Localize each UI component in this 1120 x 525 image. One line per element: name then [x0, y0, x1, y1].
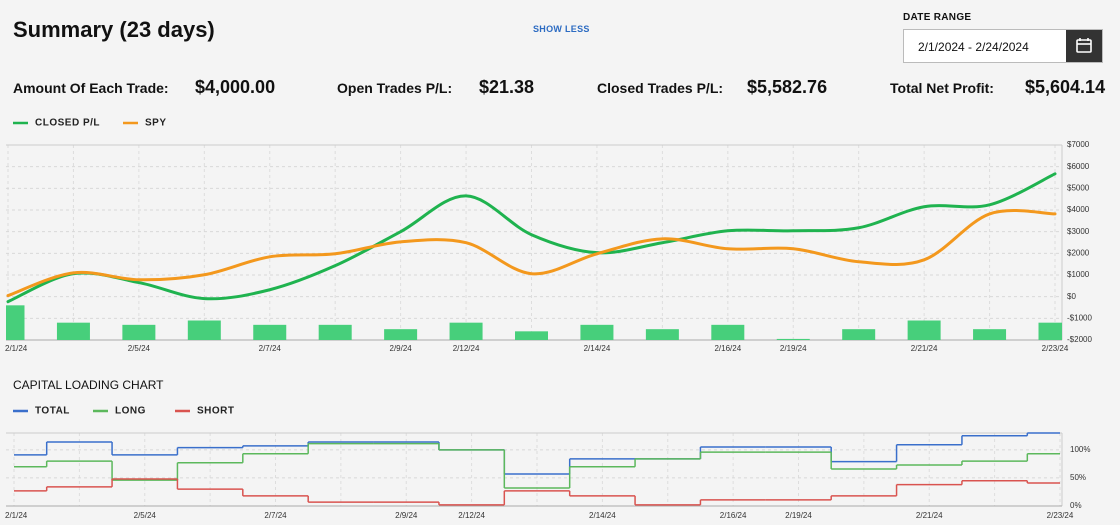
date-range-label: DATE RANGE [903, 12, 972, 23]
bar [842, 329, 876, 340]
stat-value: $4,000.00 [195, 77, 276, 97]
bar [907, 320, 941, 340]
y-tick-label: 0% [1070, 501, 1082, 510]
y-tick-label: 50% [1070, 473, 1086, 482]
x-tick-label: 2/7/24 [264, 511, 287, 520]
stat-value: $21.38 [479, 77, 535, 97]
bar [56, 322, 90, 340]
x-tick-label: 2/14/24 [584, 344, 611, 353]
x-tick-label: 2/1/24 [5, 511, 28, 520]
calendar-icon [1076, 38, 1092, 53]
x-tick-label: 2/5/24 [128, 344, 151, 353]
legend-label: LONG [115, 406, 146, 417]
legend-label: SHORT [197, 406, 235, 417]
bar [711, 324, 745, 340]
y-tick-label: $2000 [1067, 248, 1090, 257]
stat-value: $5,604.14 [1025, 77, 1106, 97]
stat-label: Total Net Profit: [890, 80, 994, 96]
step-riser [45, 443, 1029, 489]
legend-label: SPY [145, 118, 167, 129]
bar [253, 324, 287, 340]
y-tick-label: $7000 [1067, 140, 1090, 149]
stat-label: Amount Of Each Trade: [13, 80, 169, 96]
x-tick-label: 2/19/24 [785, 511, 812, 520]
x-tick-label: 2/16/24 [720, 511, 747, 520]
bar [449, 322, 483, 340]
y-tick-label: $1000 [1067, 270, 1090, 279]
line [6, 208, 1057, 298]
y-tick-label: $5000 [1067, 183, 1090, 192]
calendar-button[interactable] [1066, 30, 1102, 62]
x-tick-label: 2/21/24 [911, 344, 938, 353]
legend-label: TOTAL [35, 406, 70, 417]
date-range-value: 2/1/2024 - 2/24/2024 [918, 40, 1029, 54]
y-tick-label: $0 [1067, 292, 1076, 301]
y-tick-label: -$1000 [1067, 313, 1092, 322]
x-tick-label: 2/21/24 [916, 511, 943, 520]
x-tick-label: 2/9/24 [390, 344, 413, 353]
x-tick-label: 2/14/24 [589, 511, 616, 520]
stat-label: Open Trades P/L: [337, 80, 453, 96]
bar [1038, 322, 1062, 340]
bar [645, 329, 679, 340]
bar [973, 329, 1007, 340]
show-less-link[interactable]: SHOW LESS [533, 24, 590, 34]
bar [580, 324, 614, 340]
bar [384, 329, 418, 340]
bar [187, 320, 221, 340]
y-tick-label: $4000 [1067, 205, 1090, 214]
x-tick-label: 2/23/24 [1047, 511, 1074, 520]
stat-label: Closed Trades P/L: [597, 80, 724, 96]
bar [122, 324, 156, 340]
page-title: Summary (23 days) [13, 17, 215, 42]
y-tick-label: 100% [1070, 445, 1090, 454]
stat-value: $5,582.76 [747, 77, 828, 97]
x-tick-label: 2/12/24 [453, 344, 480, 353]
chart-title: CAPITAL LOADING CHART [13, 378, 164, 392]
x-tick-label: 2/7/24 [259, 344, 282, 353]
x-tick-label: 2/9/24 [395, 511, 418, 520]
bar [318, 324, 352, 340]
bar [776, 338, 810, 340]
legend-label: CLOSED P/L [35, 118, 100, 129]
x-tick-label: 2/19/24 [780, 344, 807, 353]
x-tick-label: 2/12/24 [458, 511, 485, 520]
y-tick-label: -$2000 [1067, 335, 1092, 344]
x-tick-label: 2/23/24 [1042, 344, 1069, 353]
y-tick-label: $3000 [1067, 227, 1090, 236]
x-tick-label: 2/5/24 [134, 511, 157, 520]
bar [6, 305, 25, 340]
date-range-input[interactable]: 2/1/2024 - 2/24/2024 [903, 29, 1103, 63]
y-tick-label: $6000 [1067, 162, 1090, 171]
line [6, 172, 1057, 304]
bar [515, 331, 548, 340]
x-tick-label: 2/16/24 [714, 344, 741, 353]
x-tick-label: 2/1/24 [5, 344, 28, 353]
